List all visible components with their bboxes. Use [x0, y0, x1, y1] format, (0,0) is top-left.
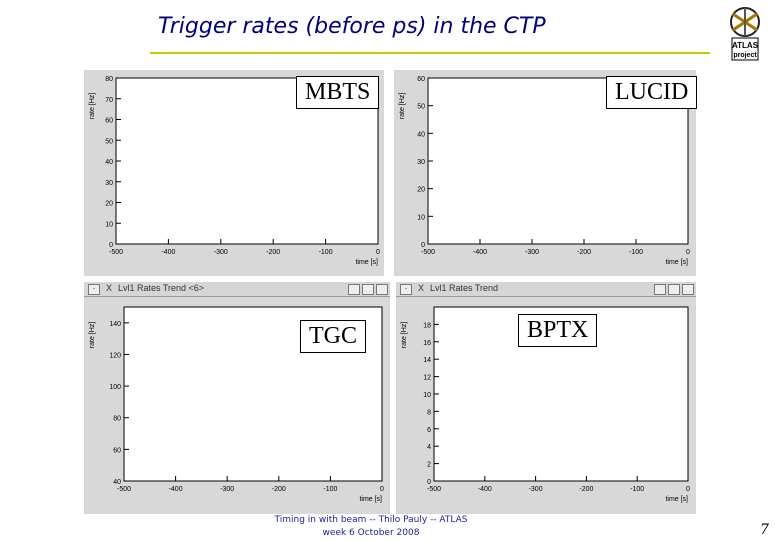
- x-tick-label: -400: [169, 486, 183, 493]
- y-tick-label: 18: [423, 322, 431, 329]
- y-tick-label: 50: [105, 138, 113, 145]
- y-tick-label: 16: [423, 340, 431, 347]
- y-tick-label: 40: [417, 131, 425, 138]
- window-close-icon[interactable]: [682, 284, 694, 295]
- svg-text:ATLAS: ATLAS: [732, 41, 759, 50]
- footer-line-2: week 6 October 2008: [322, 528, 420, 538]
- y-tick-label: 120: [109, 352, 121, 359]
- x-tick-label: -200: [577, 249, 591, 256]
- y-tick-label: 140: [109, 321, 121, 328]
- y-tick-label: 80: [113, 416, 121, 423]
- y-axis-label: rate [Hz]: [401, 322, 408, 349]
- y-tick-label: 2: [427, 462, 431, 469]
- window-title-bptx: Lvl1 Rates Trend: [430, 283, 499, 293]
- y-tick-label: 40: [105, 159, 113, 166]
- y-tick-label: 20: [105, 201, 113, 208]
- window-tgc: - X Lvl1 Rates Trend <6> -500 -400 -300 -20…: [84, 282, 390, 514]
- x-axis-label: time [s]: [665, 496, 688, 503]
- minimize-icon[interactable]: [348, 284, 360, 295]
- maximize-icon[interactable]: [362, 284, 374, 295]
- window-titlebar-bptx[interactable]: - X Lvl1 Rates Trend: [396, 282, 696, 297]
- y-tick-label: 14: [423, 357, 431, 364]
- x-tick-label: -300: [220, 486, 234, 493]
- y-axis-label: rate [Hz]: [89, 93, 96, 120]
- x-tick-label: -100: [319, 249, 333, 256]
- y-tick-label: 0: [421, 242, 425, 249]
- y-tick-label: 30: [105, 180, 113, 187]
- maximize-icon[interactable]: [668, 284, 680, 295]
- y-tick-label: 40: [113, 479, 121, 486]
- window-titlebar-tgc[interactable]: - X Lvl1 Rates Trend <6>: [84, 282, 390, 297]
- x-tick-label: -200: [272, 486, 286, 493]
- x-tick-label: 0: [686, 486, 690, 493]
- chart-label-lucid: LUCID: [606, 76, 698, 109]
- slide-title: Trigger rates (before ps) in the CTP: [158, 14, 546, 39]
- y-tick-label: 100: [109, 384, 121, 391]
- x-axis-label: time [s]: [355, 259, 378, 266]
- y-tick-label: 70: [105, 97, 113, 104]
- window-menu-button[interactable]: -: [88, 284, 100, 295]
- x-tick-label: -300: [214, 249, 228, 256]
- y-tick-label: 8: [427, 409, 431, 416]
- x-tick-label: -100: [323, 486, 337, 493]
- chart-bptx: -500 -400 -300 -200 -100 0 0 2 4 6 8 10 12 14 16 18 time…: [401, 306, 690, 503]
- window-close-icon[interactable]: [376, 284, 388, 295]
- y-tick-label: 60: [105, 118, 113, 125]
- title-underline: [150, 52, 710, 54]
- x-tick-label: -500: [427, 486, 441, 493]
- x-tick-label: -400: [473, 249, 487, 256]
- y-tick-label: 20: [417, 187, 425, 194]
- x-tick-label: -100: [629, 249, 643, 256]
- y-tick-label: 0: [109, 242, 113, 249]
- y-tick-label: 60: [417, 76, 425, 83]
- y-tick-label: 12: [423, 375, 431, 382]
- svg-text:project: project: [733, 52, 757, 59]
- y-axis-label: rate [Hz]: [399, 93, 406, 120]
- y-tick-label: 60: [113, 447, 121, 454]
- y-tick-label: 10: [423, 392, 431, 399]
- close-icon[interactable]: X: [106, 283, 113, 293]
- minimize-icon[interactable]: [654, 284, 666, 295]
- slide-footer: Timing in with beam -- Thilo Pauly -- AT…: [236, 514, 506, 540]
- y-tick-label: 0: [427, 479, 431, 486]
- window-menu-button[interactable]: -: [400, 284, 412, 295]
- x-tick-label: -100: [630, 486, 644, 493]
- x-tick-label: -300: [525, 249, 539, 256]
- y-tick-label: 50: [417, 104, 425, 111]
- x-tick-label: 0: [380, 486, 384, 493]
- x-tick-label: -200: [579, 486, 593, 493]
- y-tick-label: 30: [417, 159, 425, 166]
- x-tick-label: -200: [266, 249, 280, 256]
- x-tick-label: -500: [117, 486, 131, 493]
- atlas-logo-icon: ATLAS project: [730, 7, 760, 61]
- x-tick-label: -400: [161, 249, 175, 256]
- footer-line-1: Timing in with beam -- Thilo Pauly -- AT…: [274, 515, 468, 525]
- x-tick-label: -400: [478, 486, 492, 493]
- x-tick-label: 0: [686, 249, 690, 256]
- window-title-tgc: Lvl1 Rates Trend <6>: [118, 283, 205, 293]
- x-tick-label: -500: [109, 249, 123, 256]
- close-icon[interactable]: X: [418, 283, 425, 293]
- plot-area: [433, 306, 689, 482]
- y-tick-label: 10: [417, 214, 425, 221]
- x-axis-label: time [s]: [359, 496, 382, 503]
- y-tick-label: 10: [105, 221, 113, 228]
- x-axis-label: time [s]: [665, 259, 688, 266]
- x-tick-label: -300: [529, 486, 543, 493]
- page-number: 7: [760, 522, 769, 538]
- x-tick-label: -500: [421, 249, 435, 256]
- chart-label-bptx: BPTX: [518, 314, 598, 347]
- x-tick-label: 0: [376, 249, 380, 256]
- y-tick-label: 80: [105, 76, 113, 83]
- y-tick-label: 6: [427, 427, 431, 434]
- chart-label-mbts: MBTS: [296, 76, 380, 109]
- y-axis-label: rate [Hz]: [89, 322, 96, 349]
- y-tick-label: 4: [427, 444, 431, 451]
- chart-label-tgc: TGC: [300, 320, 366, 353]
